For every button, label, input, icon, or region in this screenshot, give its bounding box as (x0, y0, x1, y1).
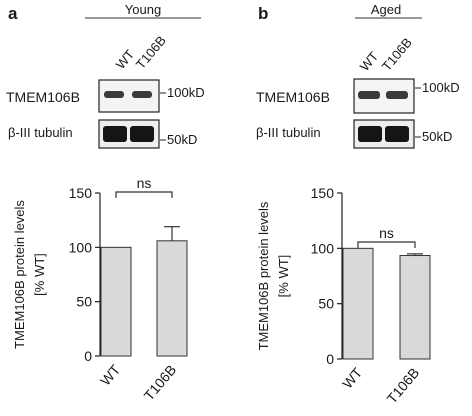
y-tick-label: 0 (84, 348, 92, 364)
panel-a-blot-label-tubulin: β-III tubulin (8, 125, 73, 140)
panel-b-letter: b (258, 4, 268, 23)
y-axis-label-unit: [% WT] (32, 253, 47, 296)
panel-b-marker-50: 50kD (422, 129, 452, 144)
y-tick-label: 150 (311, 185, 335, 201)
panel-a-letter: a (8, 4, 18, 23)
panel-a-blot-tmem (98, 79, 160, 113)
panel-a-marker-50: 50kD (167, 132, 197, 147)
panel-a-lane-t106b: T106B (133, 33, 169, 72)
panel-b-lane-wt: WT (357, 49, 382, 74)
significance-bracket (357, 241, 416, 248)
x-tick-label: WT (339, 364, 366, 391)
y-tick-label: 0 (326, 351, 334, 367)
panel-b-lane-t106b: T106B (379, 35, 415, 74)
significance-bracket (115, 191, 173, 198)
panel-a-blot-label-tmem: TMEM106B (6, 89, 80, 105)
bar (399, 255, 431, 360)
x-tick-label: WT (97, 361, 124, 388)
bar (156, 240, 188, 357)
y-axis-label-unit: [% WT] (276, 255, 291, 298)
significance-label: ns (379, 225, 394, 241)
panel-b-blot-tubulin (353, 119, 415, 149)
panel-a: a Young WT T106B TMEM106B β-III tubulin … (6, 2, 205, 404)
bar (100, 246, 132, 357)
panel-a-marker-100: 100kD (167, 85, 205, 100)
y-tick-label: 100 (311, 240, 335, 256)
panel-a-blot-tubulin (98, 119, 160, 149)
x-tick-label: T106B (384, 365, 423, 407)
panel-a-lane-wt: WT (113, 47, 138, 72)
panel-b-marker-100: 100kD (422, 80, 460, 95)
panel-b-blot-label-tubulin: β-III tubulin (256, 125, 321, 140)
panel-b: b Aged WT T106B TMEM106B β-III tubulin 1… (256, 2, 460, 407)
bar (342, 247, 374, 360)
panel-b-group-label: Aged (371, 2, 401, 17)
y-tick-label: 150 (69, 185, 93, 201)
chart-b: 0 50 100 150 TMEM106B protein levels [% WT] WT… (256, 185, 431, 407)
panel-b-blot-tmem (353, 78, 415, 114)
y-axis-label: TMEM106B protein levels (12, 200, 27, 349)
x-tick-label: T106B (141, 362, 180, 404)
panel-a-group-label: Young (125, 2, 161, 17)
y-tick-label: 100 (69, 239, 93, 255)
panel-b-blot-label-tmem: TMEM106B (256, 89, 330, 105)
y-tick-label: 50 (76, 294, 92, 310)
y-tick-label: 50 (318, 296, 334, 312)
chart-a: 0 50 100 150 TMEM106B protein levels [% WT] WT… (12, 175, 188, 404)
significance-label: ns (137, 175, 152, 191)
y-axis-label: TMEM106B protein levels (256, 201, 271, 350)
